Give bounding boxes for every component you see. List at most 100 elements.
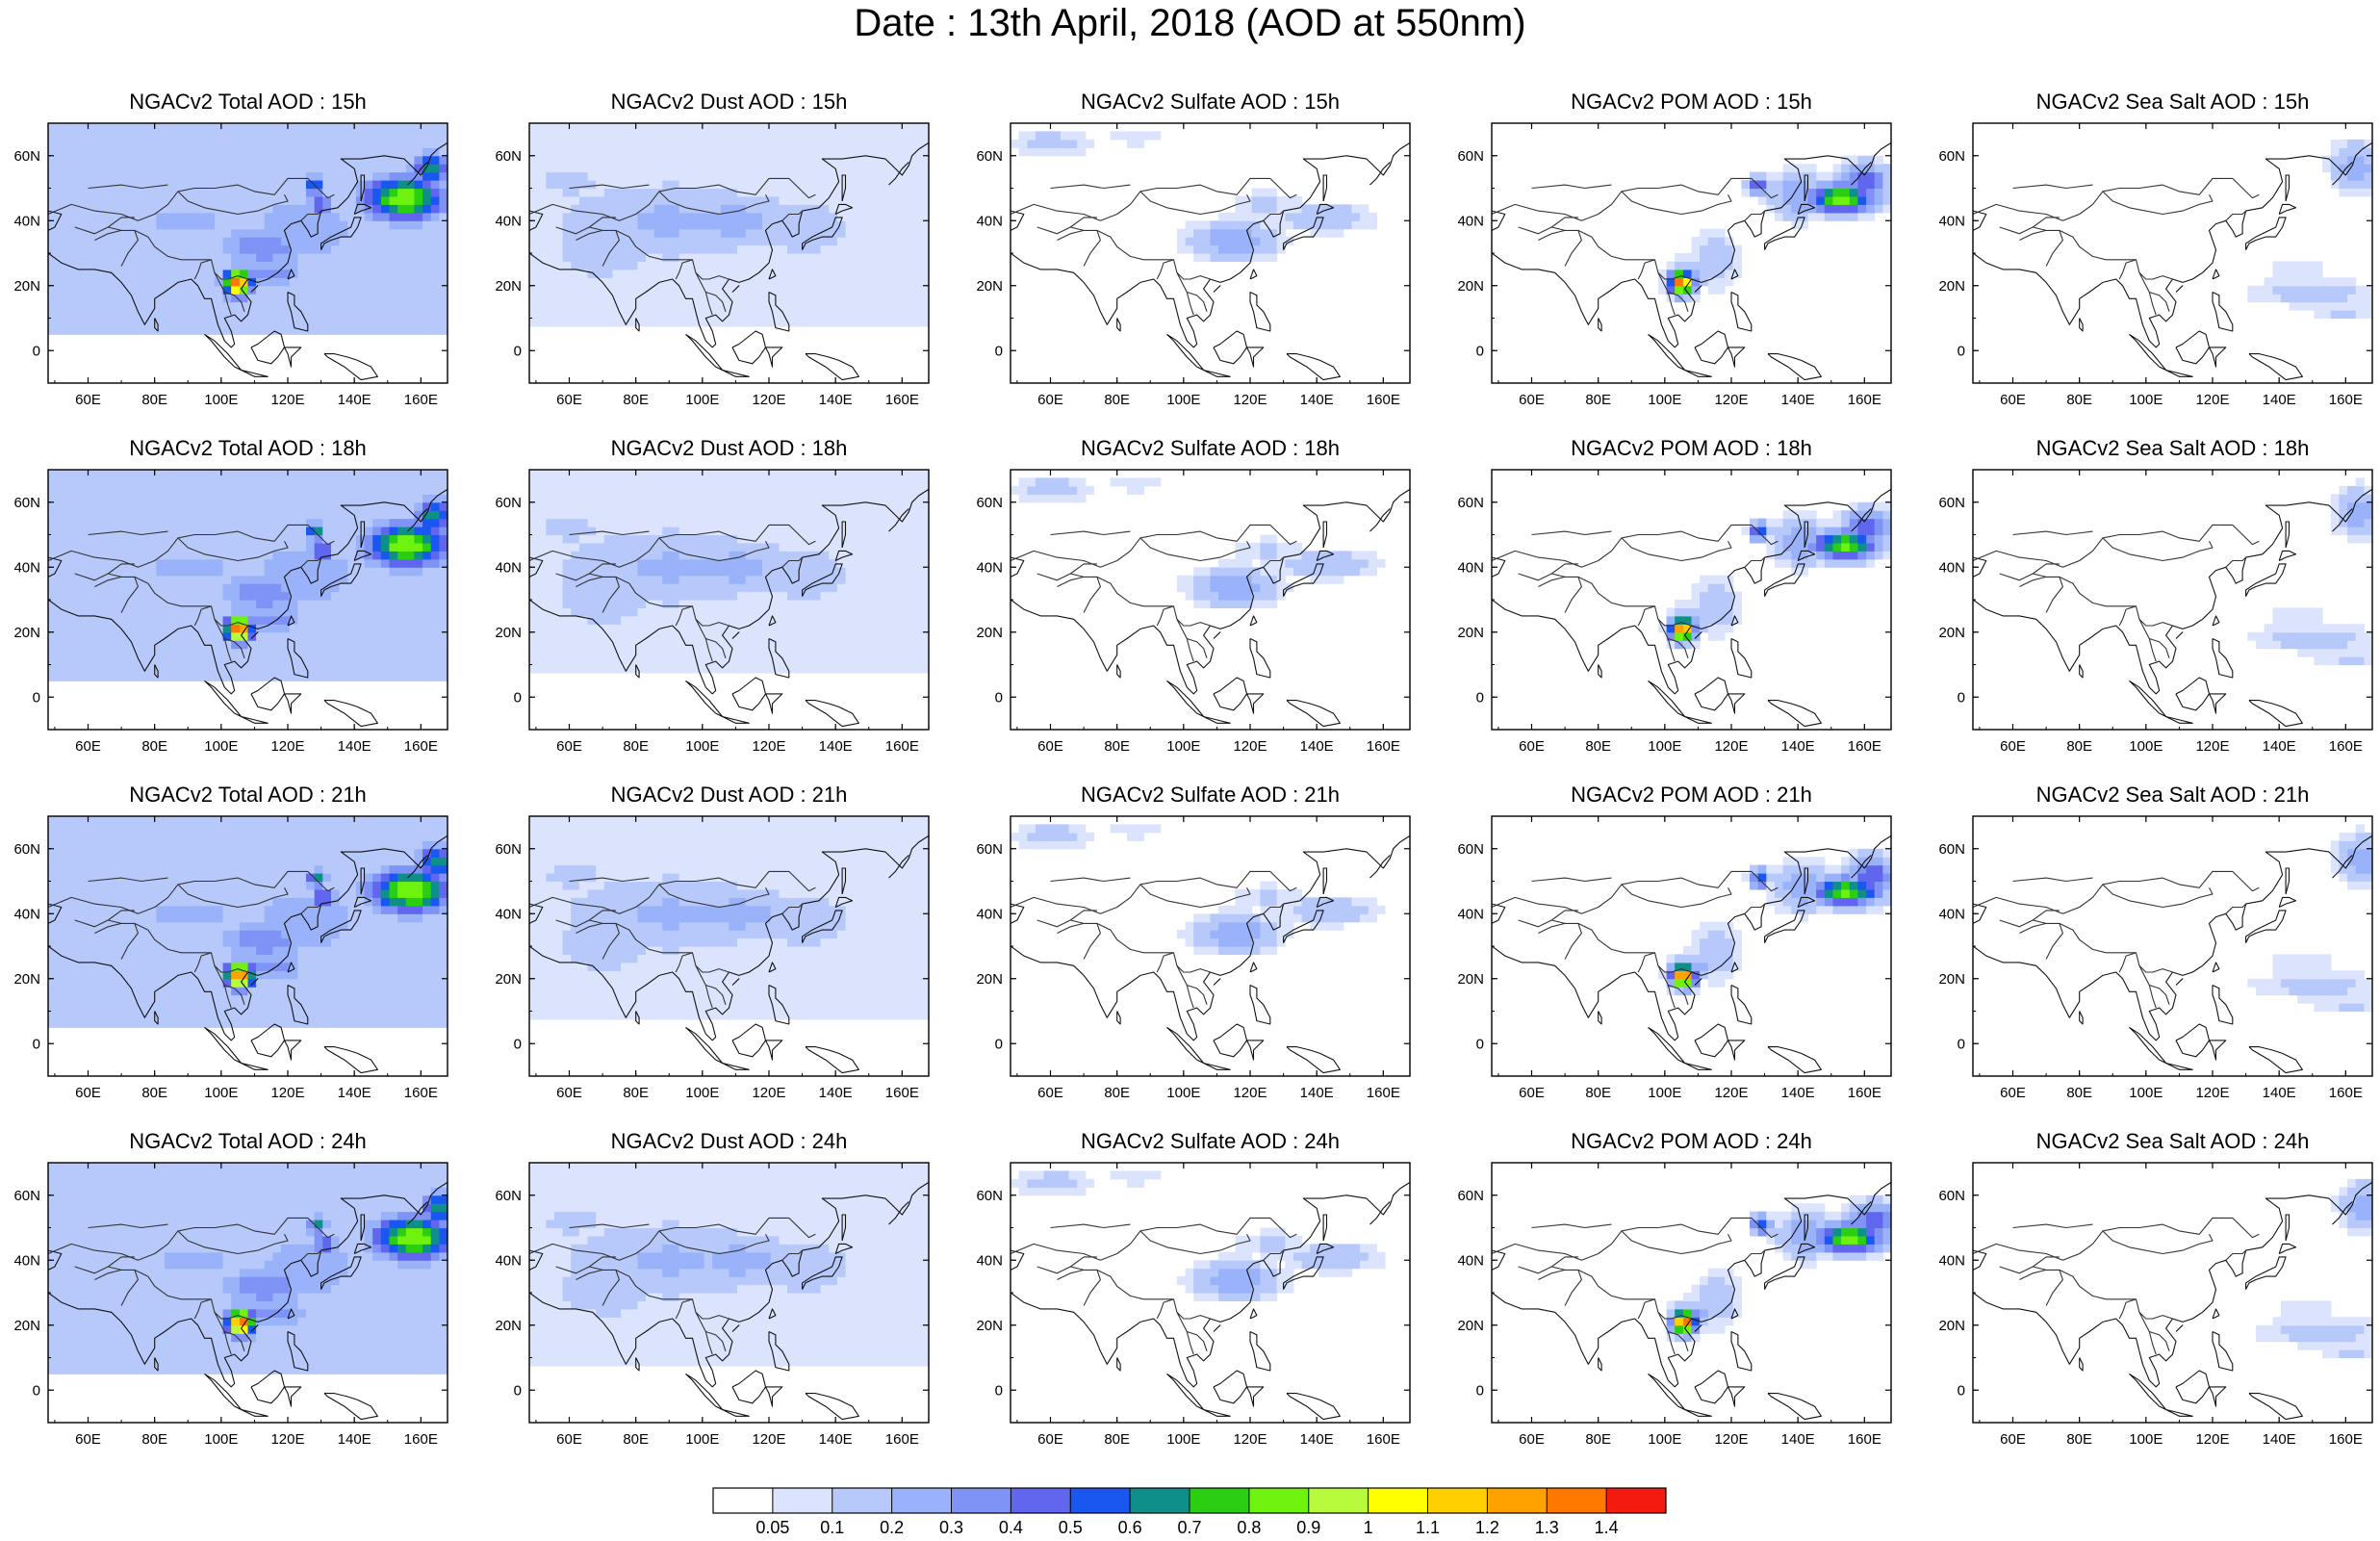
lon-tick-label: 120E <box>270 1431 304 1448</box>
lon-tick-label: 80E <box>1104 1431 1130 1448</box>
lon-tick-label: 160E <box>2329 1085 2363 1101</box>
lon-tick-label: 100E <box>204 1085 238 1101</box>
lon-tick-label: 80E <box>1104 738 1130 755</box>
colorbar-swatch <box>1547 1488 1606 1513</box>
lon-tick-label: 100E <box>204 392 238 408</box>
lon-tick-label: 160E <box>885 1431 919 1448</box>
lat-tick-label: 40N <box>1457 1252 1484 1269</box>
lon-tick-label: 120E <box>2195 1085 2229 1101</box>
lon-tick-label: 60E <box>1037 392 1063 408</box>
lat-tick-label: 60N <box>976 841 1003 858</box>
aod-field <box>529 816 930 1076</box>
lon-tick-label: 120E <box>752 1431 785 1448</box>
lat-tick-label: 40N <box>1457 906 1484 922</box>
panel-title: NGACv2 Sea Salt AOD : 24h <box>1973 1128 2372 1155</box>
lon-tick-label: 120E <box>2195 1431 2229 1448</box>
lat-tick-label: 20N <box>13 971 40 988</box>
lon-tick-label: 160E <box>404 738 438 755</box>
lon-tick-label: 60E <box>1037 1431 1063 1448</box>
aod-field <box>48 123 448 383</box>
lat-tick-label: 0 <box>33 343 40 359</box>
lat-tick-label: 20N <box>495 971 522 988</box>
lat-tick-label: 0 <box>1476 343 1484 359</box>
lat-tick-label: 60N <box>1457 495 1484 511</box>
lon-tick-label: 80E <box>141 392 167 408</box>
panel-title: NGACv2 Sulfate AOD : 24h <box>1011 1128 1410 1155</box>
lat-tick-label: 40N <box>1938 906 1965 922</box>
lon-tick-label: 60E <box>1519 392 1545 408</box>
panel-title: NGACv2 Total AOD : 24h <box>48 1128 448 1155</box>
lon-tick-label: 100E <box>1166 392 1200 408</box>
lat-tick-label: 40N <box>13 559 40 576</box>
lon-tick-label: 140E <box>1300 1085 1334 1101</box>
lon-tick-label: 140E <box>819 1085 853 1101</box>
lon-tick-label: 80E <box>2066 738 2092 755</box>
lon-tick-label: 140E <box>819 738 853 755</box>
lon-tick-label: 80E <box>1585 392 1611 408</box>
lat-tick-label: 60N <box>1457 1188 1484 1204</box>
lon-tick-label: 160E <box>2329 392 2363 408</box>
lon-tick-label: 120E <box>1714 738 1748 755</box>
lon-tick-label: 140E <box>338 738 371 755</box>
lon-tick-label: 60E <box>556 738 582 755</box>
lat-tick-label: 60N <box>495 495 522 511</box>
lon-tick-label: 140E <box>338 1085 371 1101</box>
lon-tick-label: 100E <box>2129 1085 2162 1101</box>
lon-tick-label: 120E <box>1233 392 1267 408</box>
lon-tick-label: 60E <box>1519 738 1545 755</box>
lon-tick-label: 100E <box>2129 738 2162 755</box>
lat-tick-label: 40N <box>976 906 1003 922</box>
panel-title: NGACv2 Sea Salt AOD : 21h <box>1973 782 2372 809</box>
lon-tick-label: 100E <box>1166 1085 1200 1101</box>
lon-tick-label: 120E <box>270 738 304 755</box>
lon-tick-label: 120E <box>1714 1085 1748 1101</box>
lon-tick-label: 60E <box>75 1085 101 1101</box>
colorbar-label: 1.2 <box>1475 1518 1499 1536</box>
lon-tick-label: 120E <box>270 1085 304 1101</box>
colorbar-swatch <box>1606 1488 1666 1513</box>
lon-tick-label: 140E <box>2263 392 2296 408</box>
lon-tick-label: 100E <box>685 1085 719 1101</box>
panel-title: NGACv2 POM AOD : 24h <box>1492 1128 1891 1155</box>
lon-tick-label: 140E <box>1781 738 1815 755</box>
lat-tick-label: 20N <box>976 278 1003 295</box>
aod-field <box>529 1163 930 1423</box>
lon-tick-label: 60E <box>75 1431 101 1448</box>
aod-field <box>1973 123 2373 383</box>
panel-title: NGACv2 POM AOD : 21h <box>1492 782 1891 809</box>
lon-tick-label: 60E <box>556 392 582 408</box>
lon-tick-label: 100E <box>685 738 719 755</box>
lon-tick-label: 140E <box>1300 392 1334 408</box>
aod-field <box>1011 816 1410 1076</box>
lat-tick-label: 0 <box>1476 1382 1484 1399</box>
lon-tick-label: 60E <box>556 1431 582 1448</box>
lat-tick-label: 20N <box>1457 278 1484 295</box>
lat-tick-label: 60N <box>13 1188 40 1204</box>
lon-tick-label: 120E <box>1233 1431 1267 1448</box>
lat-tick-label: 60N <box>495 1188 522 1204</box>
lat-tick-label: 60N <box>13 148 40 165</box>
lat-tick-label: 0 <box>33 1382 40 1399</box>
lat-tick-label: 20N <box>976 625 1003 641</box>
lat-tick-label: 60N <box>1938 495 1965 511</box>
panel-title: NGACv2 Dust AOD : 21h <box>529 782 929 809</box>
lon-tick-label: 60E <box>2000 738 2026 755</box>
lat-tick-label: 20N <box>1938 625 1965 641</box>
colorbar-swatch <box>832 1488 892 1513</box>
lat-tick-label: 20N <box>1938 278 1965 295</box>
lat-tick-label: 0 <box>1958 1382 1965 1399</box>
